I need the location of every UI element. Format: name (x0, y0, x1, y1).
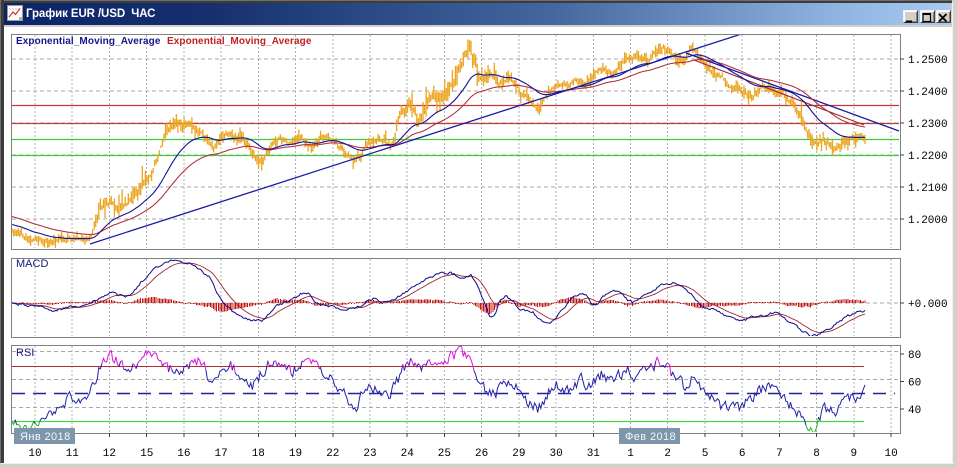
svg-text:8: 8 (813, 448, 820, 460)
svg-text:1.2200: 1.2200 (908, 151, 948, 163)
svg-text:18: 18 (252, 448, 265, 460)
svg-text:40: 40 (908, 405, 921, 417)
svg-text:1.2500: 1.2500 (908, 55, 948, 67)
svg-text:Exponential_Moving_Average: Exponential_Moving_Average (167, 36, 312, 47)
svg-text:1.2300: 1.2300 (908, 119, 948, 131)
svg-text:10: 10 (884, 448, 897, 460)
svg-text:Янв 2018: Янв 2018 (20, 431, 71, 443)
svg-text:25: 25 (438, 448, 451, 460)
svg-text:1.2000: 1.2000 (908, 215, 948, 227)
svg-text:30: 30 (549, 448, 562, 460)
svg-text:+0.000: +0.000 (908, 299, 948, 311)
svg-text:1: 1 (627, 448, 634, 460)
svg-text:16: 16 (177, 448, 190, 460)
svg-text:12: 12 (103, 448, 116, 460)
svg-text:7: 7 (776, 448, 783, 460)
svg-text:1.2100: 1.2100 (908, 183, 948, 195)
svg-text:80: 80 (908, 350, 921, 362)
svg-text:Фев 2018: Фев 2018 (625, 431, 676, 443)
svg-text:2: 2 (664, 448, 671, 460)
svg-text:17: 17 (214, 448, 227, 460)
svg-text:RSI: RSI (16, 347, 34, 359)
svg-text:29: 29 (512, 448, 525, 460)
svg-text:31: 31 (587, 448, 601, 460)
svg-text:60: 60 (908, 378, 921, 390)
svg-text:1.2400: 1.2400 (908, 87, 948, 99)
svg-text:9: 9 (850, 448, 857, 460)
svg-text:15: 15 (140, 448, 153, 460)
svg-text:24: 24 (401, 448, 415, 460)
svg-text:5: 5 (702, 448, 709, 460)
svg-text:11: 11 (66, 448, 80, 460)
svg-text:6: 6 (739, 448, 746, 460)
svg-text:19: 19 (289, 448, 302, 460)
svg-text:MACD: MACD (16, 258, 48, 270)
svg-text:Exponential_Moving_Average: Exponential_Moving_Average (16, 36, 161, 47)
svg-text:23: 23 (363, 448, 376, 460)
svg-text:10: 10 (28, 448, 41, 460)
svg-text:26: 26 (475, 448, 488, 460)
svg-text:22: 22 (326, 448, 339, 460)
